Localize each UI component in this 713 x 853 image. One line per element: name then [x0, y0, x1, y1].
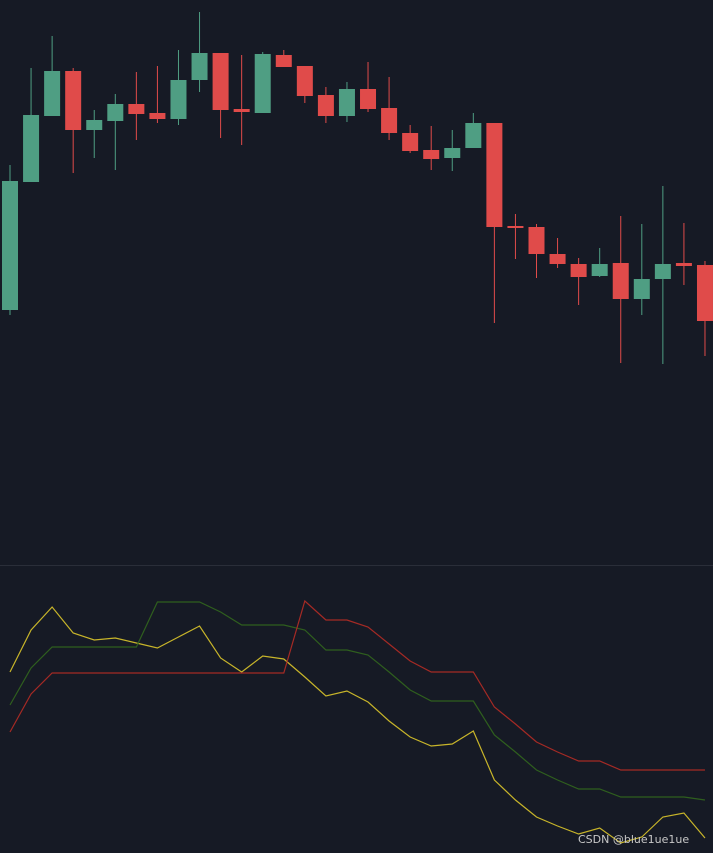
candle-body [570, 264, 587, 277]
candle-body [444, 148, 461, 158]
candle-body [591, 264, 608, 276]
candle-body [633, 279, 650, 299]
candle-body [2, 181, 18, 310]
indicator-line [9, 606, 706, 844]
candle-body [549, 254, 566, 264]
candle-body [402, 133, 419, 151]
candle-body [465, 123, 482, 148]
candle-body [360, 89, 377, 109]
candle-body [423, 150, 440, 159]
candle-body [654, 264, 671, 279]
candle-body [191, 53, 208, 80]
candle-body [128, 104, 145, 114]
candle-body [528, 227, 545, 254]
candle-body [338, 89, 355, 116]
candle-body [486, 123, 503, 227]
candle-body [170, 80, 187, 119]
watermark: CSDN @blue1ue1ue [578, 833, 689, 846]
candle-body [212, 53, 229, 110]
candle-body [44, 71, 61, 116]
candle-body [381, 108, 398, 133]
candle-body [612, 263, 629, 299]
indicator-line [9, 599, 705, 771]
indicator-line [9, 601, 706, 801]
candle-body [296, 66, 313, 96]
candle-body [23, 115, 40, 182]
candle-body [107, 104, 124, 121]
candle-body [86, 120, 103, 130]
candle-body [507, 226, 524, 228]
candle-body [675, 263, 692, 266]
candle-body [696, 265, 713, 321]
candle-body [254, 54, 271, 113]
candle-body [233, 109, 250, 112]
candle-body [275, 55, 292, 67]
candle-body [149, 113, 166, 119]
candle-body [317, 95, 334, 116]
candle-body [65, 71, 82, 130]
